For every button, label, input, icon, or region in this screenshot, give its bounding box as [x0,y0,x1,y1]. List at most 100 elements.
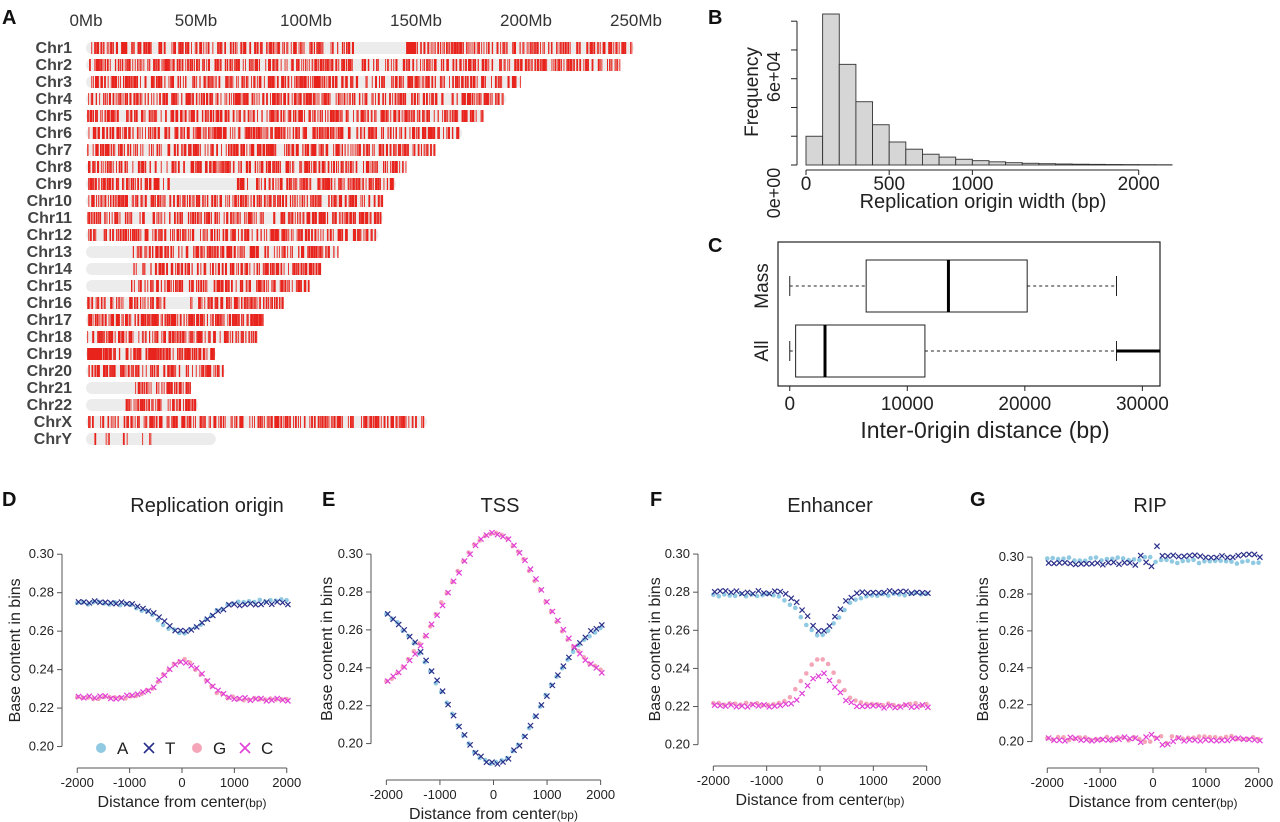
origin-mark [191,280,192,292]
origin-mark [111,110,113,122]
origin-mark [149,433,151,445]
origin-mark [243,314,245,326]
origin-mark [318,93,320,105]
origin-mark [426,144,428,156]
origin-mark [449,42,451,54]
origin-mark [94,127,96,139]
origin-mark [226,110,228,122]
origin-mark [296,195,298,207]
origin-mark [213,348,214,360]
origin-mark [166,348,169,360]
origin-mark [372,144,374,156]
origin-mark [225,331,227,343]
origin-mark [452,76,454,88]
origin-mark [174,144,176,156]
origin-mark [330,127,332,139]
origin-mark [430,127,433,139]
origin-mark [335,212,337,224]
origin-mark [278,246,280,258]
origin-mark [282,195,284,207]
origin-mark [610,59,612,71]
origin-mark [262,144,264,156]
origin-mark [387,416,388,428]
origin-mark [234,297,237,309]
origin-mark [183,161,185,173]
origin-mark [160,110,162,122]
origin-mark [332,42,334,54]
origin-mark [266,42,268,54]
origin-mark [318,178,319,190]
origin-mark [614,59,616,71]
origin-mark [155,314,157,326]
origin-mark [433,110,435,122]
origin-mark [114,144,116,156]
origin-mark [170,263,172,275]
origin-mark [156,212,158,224]
origin-mark [266,161,268,173]
origin-mark [389,144,392,156]
origin-mark [314,93,316,105]
origin-mark [413,144,415,156]
origin-mark [117,314,119,326]
origin-mark [87,331,89,343]
origin-mark [363,416,365,428]
origin-mark [202,314,203,326]
origin-mark [522,42,524,54]
origin-mark [414,127,416,139]
origin-mark [109,229,111,241]
origin-mark [271,127,273,139]
origin-mark [296,263,297,275]
origin-mark [176,331,178,343]
origin-mark [108,178,110,190]
origin-mark [300,229,302,241]
origin-mark [220,416,221,428]
origin-mark [301,161,303,173]
origin-mark [349,212,351,224]
x-axis-label: Replication origin width (bp) [860,191,1107,213]
origin-mark [196,195,198,207]
origin-mark [474,76,476,88]
origin-mark [196,314,197,326]
origin-mark [275,110,277,122]
origin-mark [481,42,483,54]
origin-mark [226,229,228,241]
origin-mark [189,348,190,360]
origin-mark [294,195,296,207]
origin-mark [138,382,141,394]
origin-mark [147,297,149,309]
origin-mark [186,382,188,394]
origin-mark [524,59,526,71]
origin-mark [262,127,264,139]
origin-mark [148,127,149,139]
origin-mark [284,127,286,139]
origin-mark [159,212,161,224]
origin-mark [381,110,383,122]
origin-mark [382,144,385,156]
origin-mark [150,365,151,377]
origin-mark [128,416,129,428]
origin-mark [197,212,198,224]
origin-mark [184,195,186,207]
origin-mark [362,212,364,224]
origin-mark [87,297,89,309]
origin-mark [414,76,416,88]
origin-mark [359,144,361,156]
origin-mark [107,433,109,445]
origin-mark [115,314,117,326]
origin-mark [144,263,146,275]
origin-mark [292,229,294,241]
origin-mark [338,110,340,122]
origin-mark [174,416,176,428]
origin-mark [223,416,225,428]
origin-mark [157,314,158,326]
origin-mark [147,348,149,360]
origin-mark [132,365,134,377]
origin-mark [280,212,282,224]
origin-mark [182,382,184,394]
origin-mark [110,178,112,190]
y-axis-label: Frequency [742,47,763,137]
origin-mark [212,161,214,173]
origin-mark [215,93,217,105]
origin-mark [340,416,341,428]
origin-mark [325,178,327,190]
